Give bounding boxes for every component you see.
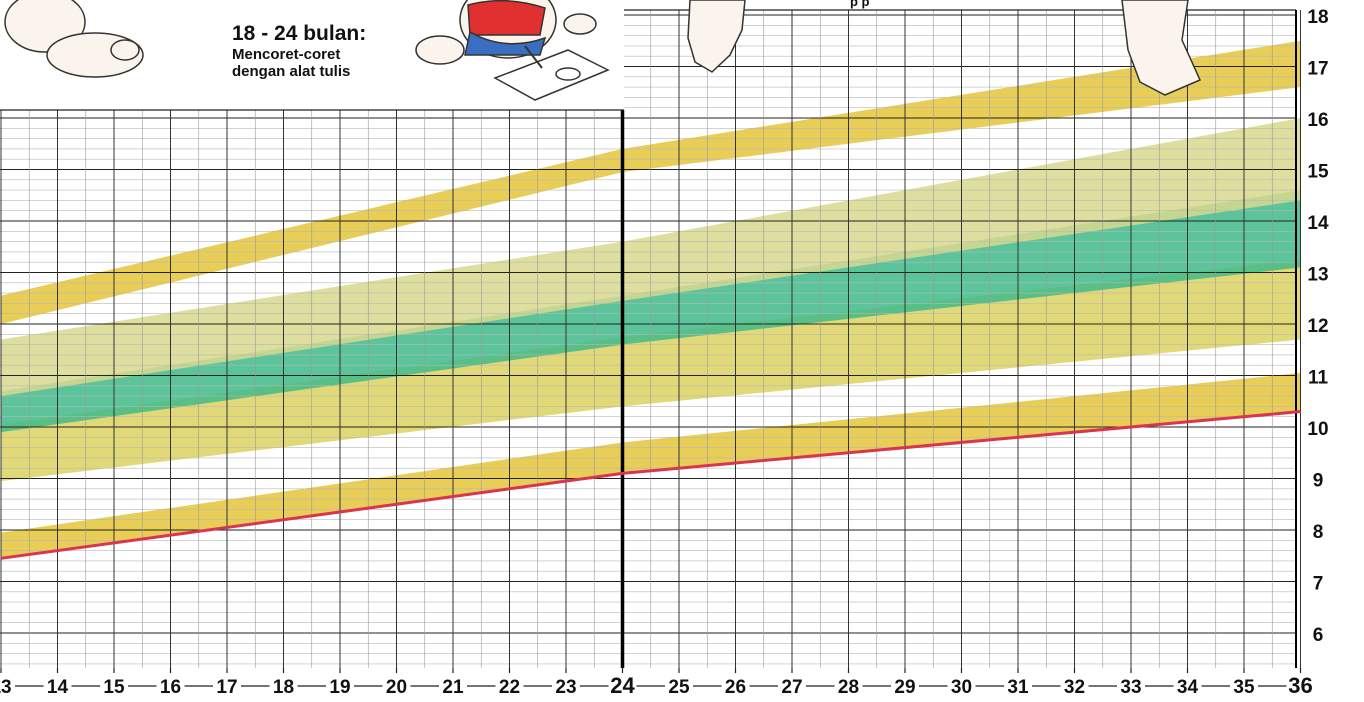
x-tick-label: 24 — [610, 673, 635, 698]
y-tick-label: 16 — [1307, 110, 1328, 131]
x-tick-label: 28 — [838, 677, 859, 698]
y-tick-label: 13 — [1307, 265, 1328, 286]
x-tick-label: 16 — [160, 677, 181, 698]
partial-caption-text: p p — [850, 0, 870, 9]
x-tick-label: 18 — [273, 677, 294, 698]
standing-child-feet-illustration — [687, 0, 1201, 96]
x-tick-label: 25 — [668, 677, 690, 698]
y-tick-label: 18 — [1307, 7, 1328, 28]
tick-layer: 6 7 8 9 10 11 12 13 14 15 16 17 18 13 14 15 16 17 18 19 20 21… — [0, 7, 1329, 698]
x-tick-label: 21 — [442, 677, 464, 698]
x-tick-label: 23 — [555, 677, 576, 698]
x-tick-label: 29 — [894, 677, 915, 698]
y-tick-label: 11 — [1308, 368, 1329, 389]
y-tick-label: 7 — [1313, 574, 1324, 595]
y-tick-label: 9 — [1313, 471, 1324, 492]
x-tick-label: 19 — [329, 677, 350, 698]
y-tick-label: 14 — [1307, 213, 1329, 234]
baby-sitting-illustration — [4, 0, 144, 78]
x-tick-label: 13 — [0, 677, 12, 698]
x-tick-label: 26 — [725, 677, 746, 698]
x-tick-label: 33 — [1120, 677, 1141, 698]
grid-layer — [0, 9, 1301, 668]
milestone-text-line-2: dengan alat tulis — [232, 63, 351, 80]
x-tick-label: 14 — [47, 677, 69, 698]
x-tick-label: 15 — [103, 677, 125, 698]
y-tick-label: 17 — [1307, 59, 1328, 80]
x-tick-label: 32 — [1064, 677, 1085, 698]
y-tick-label: 15 — [1307, 162, 1329, 183]
growth-band-5 — [1, 40, 1301, 324]
milestone-annotation: 18 - 24 bulan: Mencoret-coret dengan ala… — [232, 22, 366, 80]
line-layer — [0, 410, 1301, 560]
x-tick-label: 22 — [499, 677, 520, 698]
y-tick-label: 8 — [1313, 522, 1324, 543]
y-tick-label: 6 — [1313, 625, 1324, 646]
y-tick-label: 10 — [1307, 419, 1328, 440]
milestone-heading: 18 - 24 bulan: — [232, 22, 367, 45]
x-tick-label: 20 — [386, 677, 407, 698]
illustration-layer — [4, 0, 1201, 101]
x-tick-label: 17 — [216, 677, 237, 698]
x-tick-label: 36 — [1288, 673, 1312, 698]
x-tick-label: 35 — [1233, 677, 1255, 698]
x-tick-label: 30 — [951, 677, 972, 698]
y-tick-label: 12 — [1307, 316, 1328, 337]
x-tick-label: 27 — [781, 677, 802, 698]
red-reference-line — [0, 410, 1301, 560]
x-tick-label: 31 — [1007, 677, 1029, 698]
milestone-text-line-1: Mencoret-coret — [232, 46, 341, 63]
toddler-drawing-illustration — [415, 0, 610, 101]
x-tick-label: 34 — [1177, 677, 1199, 698]
